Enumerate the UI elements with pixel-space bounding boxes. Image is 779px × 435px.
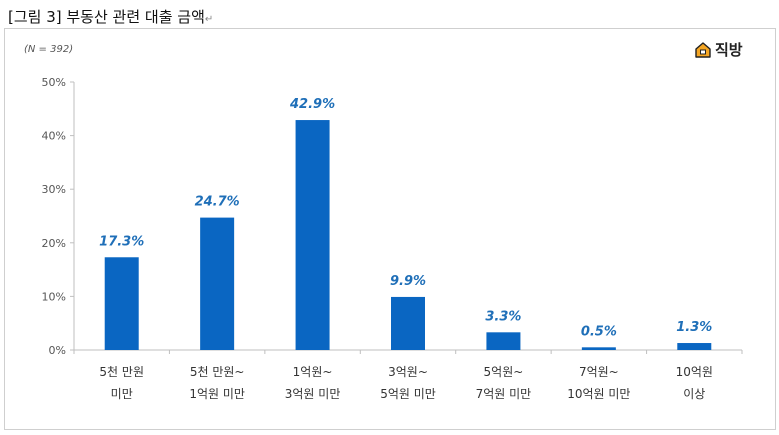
x-tick-label: 1억원 미만 <box>189 387 245 401</box>
x-tick-label: 5억원 미만 <box>380 387 436 401</box>
data-label: 42.9% <box>289 97 335 112</box>
x-tick-label: 5억원~ <box>484 365 524 379</box>
sample-size-note: (N = 392) <box>24 44 74 55</box>
y-tick-label: 40% <box>42 130 66 143</box>
x-tick-label: 5천 만원~ <box>190 364 245 379</box>
data-label: 1.3% <box>676 320 712 335</box>
house-logo-icon <box>695 41 711 58</box>
bar <box>295 120 330 350</box>
x-tick-label: 5천 만원 <box>99 364 144 379</box>
bar <box>581 347 616 350</box>
figure-caption-text: [그림 3] 부동산 관련 대출 금액 <box>8 8 205 26</box>
bar <box>486 332 521 350</box>
y-tick-label: 50% <box>42 76 66 89</box>
data-label: 9.9% <box>390 274 426 289</box>
return-mark-icon: ↵ <box>204 14 214 25</box>
x-tick-label: 이상 <box>683 387 705 401</box>
y-tick-label: 20% <box>42 237 66 250</box>
data-label: 0.5% <box>581 324 617 339</box>
bar <box>677 343 712 350</box>
x-tick-label: 미만 <box>111 387 133 401</box>
x-tick-label: 10억원 미만 <box>567 387 630 401</box>
data-label: 24.7% <box>195 195 240 210</box>
x-tick-label: 7억원~ <box>579 365 619 379</box>
y-tick-label: 10% <box>42 290 66 303</box>
figure-caption: [그림 3] 부동산 관련 대출 금액↵ <box>8 6 213 27</box>
bar <box>391 296 425 350</box>
bar <box>200 217 235 350</box>
bar <box>104 257 139 350</box>
x-tick-label: 10억원 <box>676 365 713 379</box>
logo-text: 직방 <box>715 41 743 59</box>
y-tick-label: 30% <box>42 183 66 196</box>
y-tick-label: 0% <box>49 344 66 357</box>
x-tick-label: 1억원~ <box>293 365 333 379</box>
data-label: 17.3% <box>99 234 144 249</box>
zigbang-logo: 직방 <box>694 39 743 60</box>
x-tick-label: 7억원 미만 <box>476 387 532 401</box>
chart-frame <box>4 28 776 430</box>
data-label: 3.3% <box>485 309 521 324</box>
x-tick-label: 3억원 미만 <box>285 387 341 401</box>
x-tick-label: 3억원~ <box>388 365 428 379</box>
